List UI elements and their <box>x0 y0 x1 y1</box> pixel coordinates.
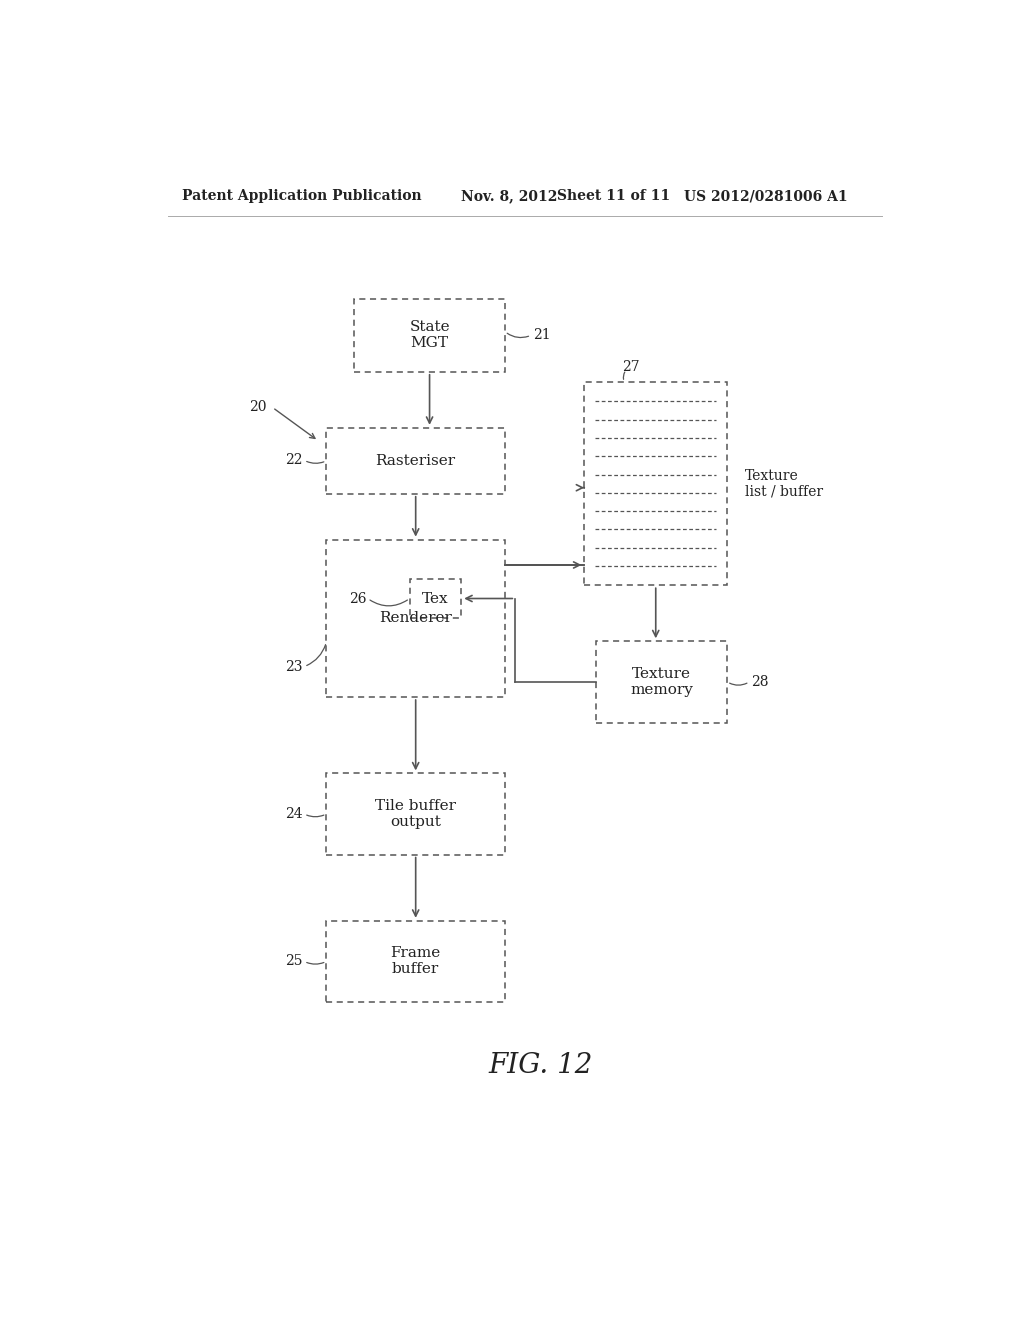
Text: Frame
buffer: Frame buffer <box>390 946 440 977</box>
FancyBboxPatch shape <box>327 540 505 697</box>
FancyBboxPatch shape <box>596 642 727 722</box>
Text: 24: 24 <box>285 807 303 821</box>
Text: Tex: Tex <box>422 591 449 606</box>
Text: Sheet 11 of 11: Sheet 11 of 11 <box>557 189 670 203</box>
FancyBboxPatch shape <box>410 579 461 618</box>
Text: US 2012/0281006 A1: US 2012/0281006 A1 <box>684 189 847 203</box>
Text: State
MGT: State MGT <box>410 321 450 350</box>
Text: Renderer: Renderer <box>379 611 453 626</box>
Text: Patent Application Publication: Patent Application Publication <box>182 189 422 203</box>
FancyBboxPatch shape <box>327 921 505 1002</box>
Text: 27: 27 <box>622 360 639 374</box>
FancyBboxPatch shape <box>327 428 505 494</box>
Text: Texture
memory: Texture memory <box>630 667 693 697</box>
Text: 22: 22 <box>285 453 303 467</box>
Text: Nov. 8, 2012: Nov. 8, 2012 <box>461 189 558 203</box>
FancyBboxPatch shape <box>327 774 505 854</box>
Text: Tile buffer
output: Tile buffer output <box>375 799 456 829</box>
Text: 23: 23 <box>285 660 303 673</box>
Text: 20: 20 <box>250 400 267 414</box>
FancyBboxPatch shape <box>585 381 727 585</box>
Text: 25: 25 <box>285 954 303 969</box>
Text: 28: 28 <box>751 675 768 689</box>
Text: 26: 26 <box>348 591 367 606</box>
Text: Rasteriser: Rasteriser <box>376 454 456 467</box>
Text: 21: 21 <box>532 329 550 342</box>
Text: Texture
list / buffer: Texture list / buffer <box>744 469 822 499</box>
FancyBboxPatch shape <box>354 298 505 372</box>
Text: FIG. 12: FIG. 12 <box>488 1052 593 1078</box>
